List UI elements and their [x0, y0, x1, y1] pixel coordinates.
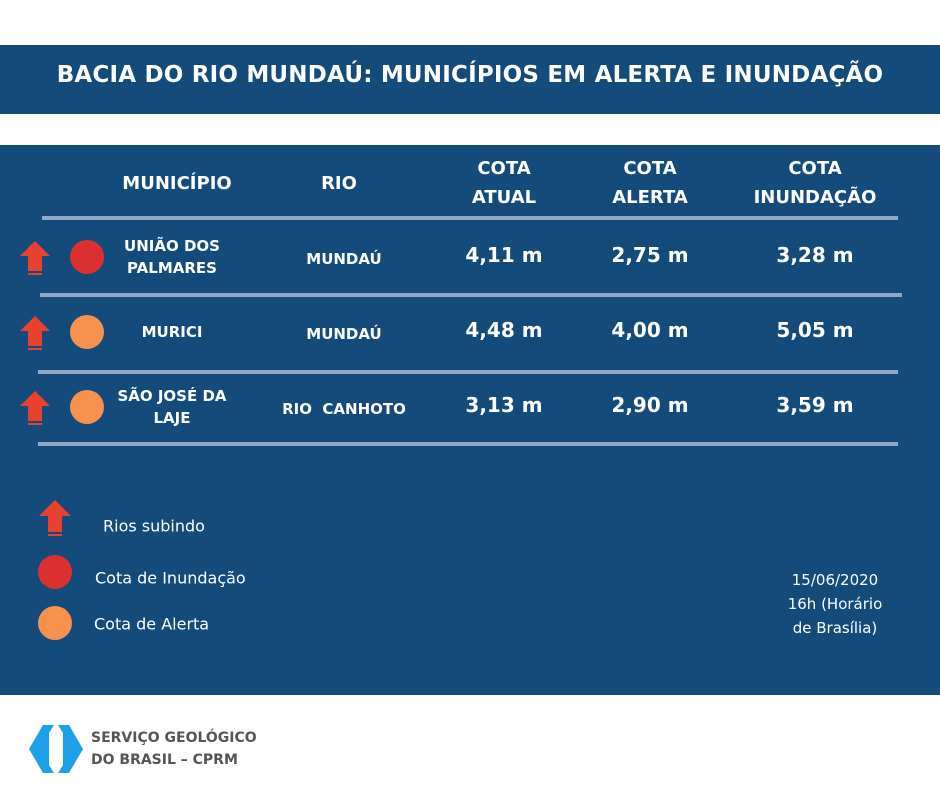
municipio-name: SÃO JOSÉ DA LAJE	[117, 387, 227, 427]
table-panel	[0, 145, 940, 695]
title-banner	[0, 45, 940, 114]
divider	[38, 442, 898, 446]
header-cota-inundacao: COTA INUNDAÇÃO	[753, 158, 877, 208]
header-cota-atual: COTA ATUAL	[471, 158, 537, 208]
orange-circle-icon	[70, 315, 104, 349]
legend-alerta: Cota de Alerta	[94, 614, 210, 634]
arrow-up-icon	[20, 316, 50, 350]
timezone: de Brasília)	[792, 619, 878, 637]
arrow-up-icon	[20, 391, 50, 425]
arrow-up-icon	[39, 500, 71, 536]
header-municipio: MUNICÍPIO	[122, 173, 232, 194]
cota-inundacao: 3,59 m	[776, 393, 854, 417]
time: 16h (Horário	[787, 595, 883, 613]
rio-name: RIO CANHOTO	[282, 400, 406, 418]
cprm-logo-text: SERVIÇO GEOLÓGICO DO BRASIL – CPRM	[91, 727, 257, 771]
cota-atual: 4,48 m	[465, 318, 543, 342]
header-rio: RIO	[321, 173, 357, 194]
page-title: BACIA DO RIO MUNDAÚ: MUNICÍPIOS EM ALERT…	[56, 62, 884, 88]
municipio-name: MURICI	[141, 323, 203, 341]
cota-alerta: 2,75 m	[611, 243, 689, 267]
arrow-up-icon	[20, 241, 50, 275]
red-circle-icon	[70, 240, 104, 274]
logo-line2: DO BRASIL – CPRM	[91, 752, 238, 768]
cota-inundacao: 3,28 m	[776, 243, 854, 267]
cota-atual: 3,13 m	[465, 393, 543, 417]
legend-inundacao: Cota de Inundação	[95, 568, 246, 588]
header-cota-alerta: COTA ALERTA	[612, 158, 688, 208]
timestamp: 15/06/2020 16h (Horário de Brasília)	[755, 568, 915, 640]
logo-line1: SERVIÇO GEOLÓGICO	[91, 730, 257, 746]
cota-alerta: 4,00 m	[611, 318, 689, 342]
cota-inundacao: 5,05 m	[776, 318, 854, 342]
red-circle-icon	[38, 555, 72, 589]
divider	[38, 370, 898, 374]
divider	[42, 216, 898, 220]
cota-atual: 4,11 m	[465, 243, 543, 267]
legend-rising: Rios subindo	[103, 516, 205, 536]
rio-name: MUNDAÚ	[306, 325, 382, 343]
orange-circle-icon	[38, 606, 72, 640]
date: 15/06/2020	[791, 571, 879, 589]
cota-alerta: 2,90 m	[611, 393, 689, 417]
rio-name: MUNDAÚ	[306, 250, 382, 268]
municipio-name: UNIÃO DOS PALMARES	[124, 237, 220, 277]
divider	[40, 293, 902, 297]
cprm-logo-icon	[29, 725, 83, 773]
orange-circle-icon	[70, 390, 104, 424]
